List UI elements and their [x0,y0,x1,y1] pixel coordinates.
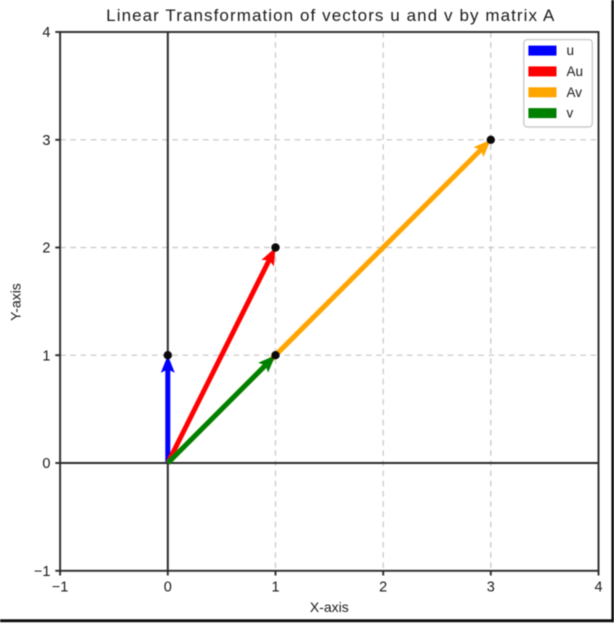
svg-text:Y-axis: Y-axis [8,283,24,321]
svg-text:X-axis: X-axis [310,599,349,615]
svg-text:3: 3 [487,580,495,596]
svg-text:1: 1 [42,348,50,364]
svg-text:−1: −1 [52,580,69,596]
svg-text:u: u [567,43,575,58]
svg-text:Linear Transformation of vecto: Linear Transformation of vectors u and v… [106,6,555,25]
svg-text:1: 1 [271,580,279,596]
svg-text:2: 2 [42,241,50,257]
svg-text:v: v [567,106,574,121]
svg-text:3: 3 [42,133,50,149]
svg-text:4: 4 [594,580,602,596]
svg-text:−1: −1 [34,564,51,580]
svg-text:0: 0 [164,580,172,596]
svg-text:Av: Av [567,85,583,100]
svg-text:2: 2 [379,580,387,596]
svg-text:4: 4 [42,25,50,41]
svg-text:Au: Au [567,64,584,79]
svg-text:0: 0 [42,456,50,472]
